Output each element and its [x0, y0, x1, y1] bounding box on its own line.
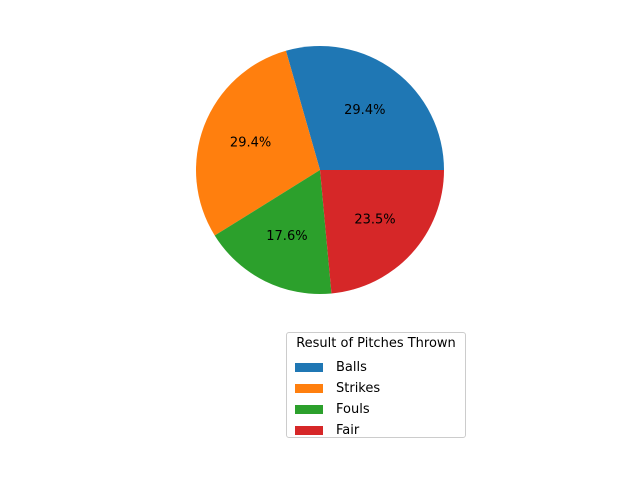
legend-item-fair: Fair	[295, 421, 359, 439]
pie-percent-label-balls: 29.4%	[344, 103, 385, 118]
pie-percent-labels: 29.4% 29.4% 17.6% 23.5%	[230, 103, 396, 244]
pie-percent-label-fouls: 17.6%	[266, 229, 307, 244]
legend-title: Result of Pitches Thrown	[296, 336, 456, 351]
legend-item-balls: Balls	[295, 358, 367, 376]
legend-label-fouls: Fouls	[336, 401, 370, 417]
pie-slices	[196, 46, 444, 294]
pie-percent-label-fair: 23.5%	[354, 213, 395, 228]
legend-label-strikes: Strikes	[336, 380, 381, 396]
pie-slice-fair	[320, 170, 444, 294]
pie-slice-strikes	[196, 50, 320, 236]
legend-swatch-balls	[295, 362, 323, 372]
legend-swatch-fair	[295, 425, 323, 435]
legend-swatch-fouls	[295, 404, 323, 414]
legend-swatch-strikes	[295, 383, 323, 393]
legend: Result of Pitches Thrown Balls Strikes F…	[286, 332, 466, 438]
legend-item-fouls: Fouls	[295, 400, 370, 418]
legend-label-fair: Fair	[336, 422, 360, 438]
legend-item-strikes: Strikes	[295, 379, 380, 397]
legend-label-balls: Balls	[336, 359, 367, 375]
pie-slice-fouls	[214, 170, 332, 294]
pie-percent-label-strikes: 29.4%	[230, 136, 271, 151]
pie-slice-balls	[285, 46, 444, 171]
